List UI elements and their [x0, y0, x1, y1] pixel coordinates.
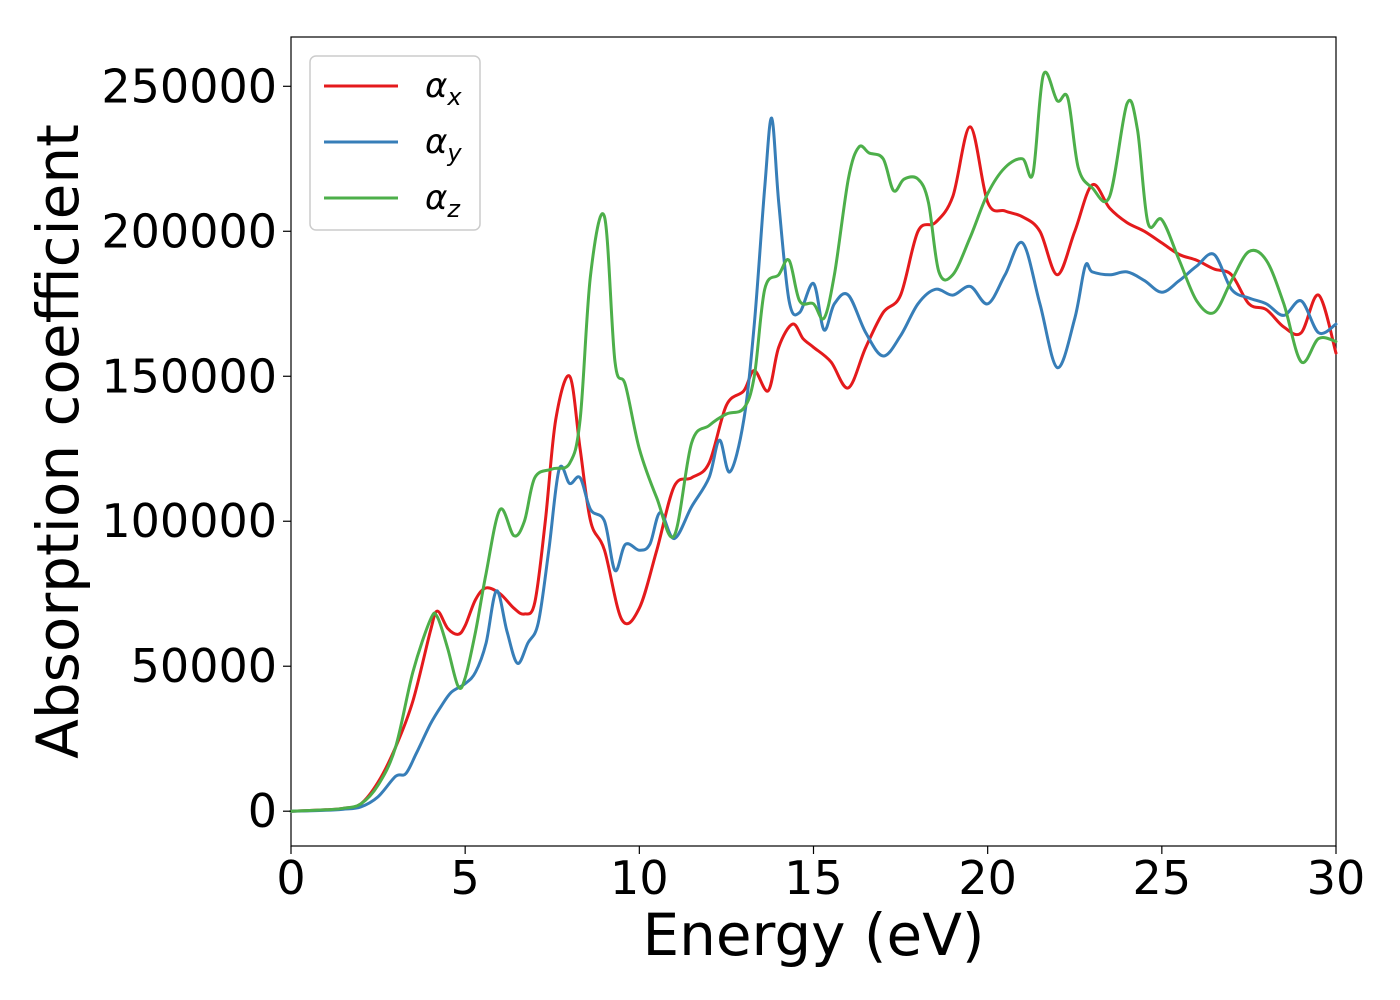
y-tick-label: 250000 — [101, 59, 277, 113]
x-tick-label: 5 — [451, 851, 480, 905]
x-axis-title: Energy (eV) — [642, 901, 984, 969]
x-tick-label: 15 — [784, 851, 843, 905]
y-tick-label: 100000 — [101, 494, 277, 548]
x-tick-label: 25 — [1133, 851, 1192, 905]
x-tick-label: 0 — [276, 851, 305, 905]
y-tick-label: 0 — [248, 784, 277, 838]
y-tick-label: 200000 — [101, 204, 277, 258]
series-line-x — [289, 125, 1338, 813]
y-tick-label: 50000 — [131, 639, 277, 693]
series-line-z — [289, 70, 1338, 813]
y-tick-label: 150000 — [101, 349, 277, 403]
series-line-y — [289, 116, 1338, 813]
x-tick-label: 30 — [1307, 851, 1366, 905]
plot-area: 0 5 10 15 20 25 30 0 50000 100000 150000 200000 250… — [101, 36, 1365, 905]
x-tick-label: 10 — [610, 851, 669, 905]
legend-entry-y: αy — [324, 122, 462, 167]
x-axis-ticks: 0 5 10 15 20 25 30 — [276, 846, 1365, 905]
x-tick-label: 20 — [958, 851, 1017, 905]
y-axis-title: Absorption coefficient — [24, 124, 92, 759]
y-axis-ticks: 0 50000 100000 150000 200000 250000 — [101, 59, 291, 838]
series-layer — [289, 70, 1338, 813]
